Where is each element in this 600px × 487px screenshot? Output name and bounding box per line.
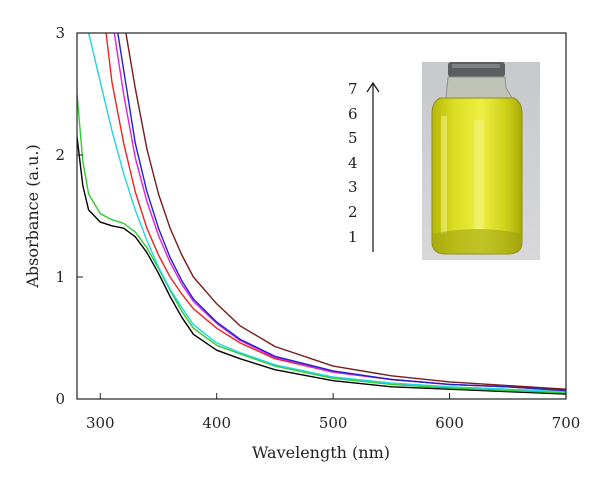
x-tick-label-600: 600 [435,414,464,432]
vial-photo-inset [422,62,540,260]
sample-number-6: 6 [348,105,358,123]
x-tick-label-700: 700 [552,414,581,432]
series-line-3 [87,33,566,393]
y-tick-label-3: 3 [55,24,65,42]
x-tick-label-300: 300 [86,414,115,432]
y-axis-label: Absorbance (a.u.) [23,144,42,288]
series-line-7 [125,33,566,390]
sample-number-3: 3 [348,178,358,196]
plot-frame [76,32,567,400]
vial-neck [445,76,513,99]
series-line-2 [77,93,566,394]
x-tick-label-400: 400 [202,414,231,432]
series-line-6 [117,33,566,392]
y-tick-label-0: 0 [55,390,65,408]
y-tick-label-1: 1 [55,268,65,286]
y-tick-label-2: 2 [55,146,65,164]
sample-number-7: 7 [348,80,358,98]
series-line-1 [77,136,566,395]
sample-number-2: 2 [348,203,358,221]
x-axis-label: Wavelength (nm) [252,443,390,462]
up-arrow-icon [366,81,380,252]
sample-number-5: 5 [348,129,358,147]
sample-number-1: 1 [348,228,358,246]
sample-number-4: 4 [348,154,358,172]
sample-number-list: 7 6 5 4 3 2 1 [348,80,358,246]
x-tick-label-500: 500 [319,414,348,432]
